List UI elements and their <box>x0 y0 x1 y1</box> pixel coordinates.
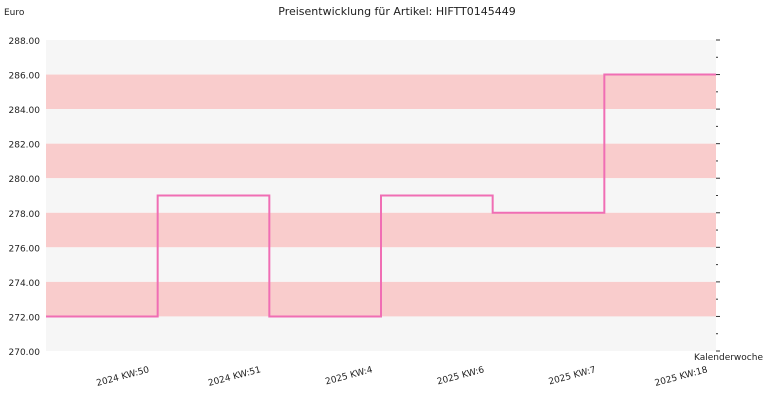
y-tick-label: 274.00 <box>9 279 41 289</box>
y-tick-label: 284.00 <box>9 106 41 116</box>
x-tick-label: 2025 KW:18 <box>654 365 709 389</box>
x-tick-label: 2025 KW:7 <box>548 365 597 387</box>
grid-band <box>46 109 716 144</box>
y-tick-label: 286.00 <box>9 72 41 82</box>
series-line <box>46 73 716 318</box>
y-tick-label: 276.00 <box>9 244 41 254</box>
y-tick-label: 288.00 <box>9 37 41 47</box>
grid-band <box>46 143 716 179</box>
x-tick-label: 2024 KW:50 <box>95 365 150 389</box>
y-tick-label: 282.00 <box>9 141 41 151</box>
y-tick-label: 272.00 <box>9 313 41 323</box>
y-tick-label: 270.00 <box>9 348 41 358</box>
y-tick-label: 280.00 <box>9 175 41 185</box>
x-tick-label: 2024 KW:51 <box>207 365 262 389</box>
x-axis-tick-labels: 2024 KW:50 2024 KW:51 2025 KW:4 2025 KW:6 20… <box>95 365 709 389</box>
grid-band <box>46 316 716 351</box>
x-tick-label: 2025 KW:4 <box>324 365 374 387</box>
x-axis-label: Kalenderwoche <box>694 353 763 363</box>
y-axis-tick-labels: 270.00 272.00 274.00 276.00 278.00 280.00 282.… <box>9 37 41 358</box>
grid-band <box>46 74 716 110</box>
chart-title: Preisentwicklung für Artikel: HIFTT01454… <box>278 5 515 18</box>
y-axis-label: Euro <box>4 8 25 18</box>
y-tick-label: 278.00 <box>9 210 41 220</box>
right-axis-ticks <box>716 39 720 352</box>
grid-band <box>46 40 716 75</box>
x-tick-label: 2025 KW:6 <box>436 365 486 387</box>
